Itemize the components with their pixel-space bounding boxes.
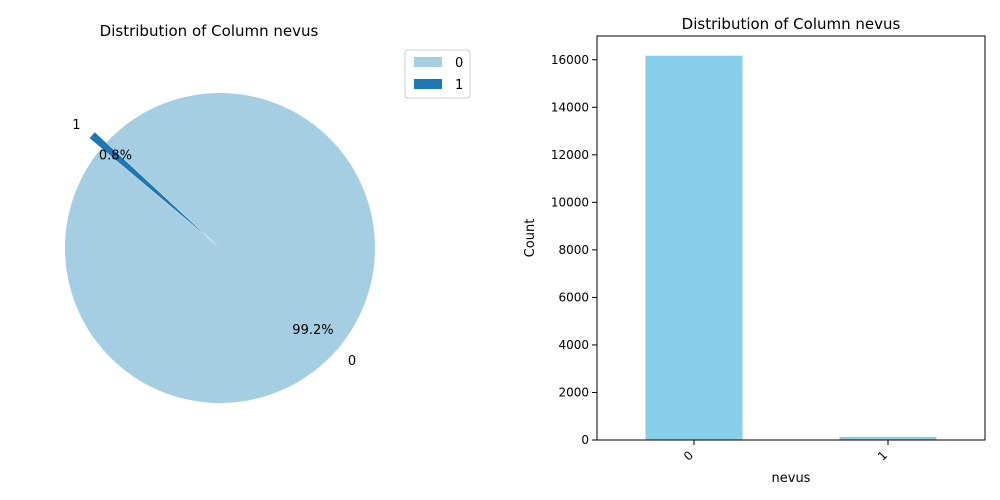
pie-slice-1 bbox=[89, 132, 209, 238]
bar-1 bbox=[839, 436, 937, 440]
y-tick-label: 14000 bbox=[551, 100, 589, 114]
pie-pct-label-1: 0.8% bbox=[99, 149, 132, 164]
bar-chart: Distribution of Column nevus 0 2000 4000 60… bbox=[523, 15, 986, 486]
bar-ylabel: Count bbox=[523, 219, 538, 258]
pie-category-label-0: 0 bbox=[348, 354, 356, 369]
bar-plot-frame bbox=[596, 35, 986, 441]
y-tick-label: 16000 bbox=[551, 53, 589, 67]
pie-labels: 99.2% 0 0.8% 1 bbox=[72, 118, 356, 369]
y-tick-label: 8000 bbox=[558, 243, 589, 257]
pie-slices bbox=[65, 93, 376, 403]
x-tick-label-1: 1 bbox=[875, 448, 890, 463]
bar-0 bbox=[645, 55, 743, 441]
bar-y-ticks: 0 2000 4000 6000 8000 10000 12000 14000 16000 bbox=[551, 53, 597, 447]
legend-label-0: 0 bbox=[455, 56, 463, 71]
legend-swatch-1 bbox=[414, 79, 442, 89]
pie-category-label-1: 1 bbox=[72, 118, 80, 133]
legend-swatch-0 bbox=[414, 57, 442, 67]
pie-legend: 0 1 bbox=[404, 49, 471, 99]
y-tick-label: 4000 bbox=[558, 338, 589, 352]
x-tick-label-0: 0 bbox=[681, 448, 696, 463]
y-tick-label: 10000 bbox=[551, 195, 589, 209]
y-tick-label: 2000 bbox=[558, 385, 589, 399]
bar-bars bbox=[645, 55, 937, 441]
legend-label-1: 1 bbox=[455, 78, 463, 93]
y-tick-label: 6000 bbox=[558, 290, 589, 304]
y-tick-label: 0 bbox=[581, 433, 589, 447]
pie-pct-label-0: 99.2% bbox=[292, 323, 333, 338]
pie-title: Distribution of Column nevus bbox=[100, 22, 319, 40]
pie-slice-0 bbox=[65, 93, 376, 403]
pie-chart: Distribution of Column nevus 99.2% 0 0.8% 1… bbox=[65, 22, 471, 403]
bar-xlabel: nevus bbox=[772, 471, 811, 486]
bar-title: Distribution of Column nevus bbox=[682, 15, 901, 33]
y-tick-label: 12000 bbox=[551, 148, 589, 162]
